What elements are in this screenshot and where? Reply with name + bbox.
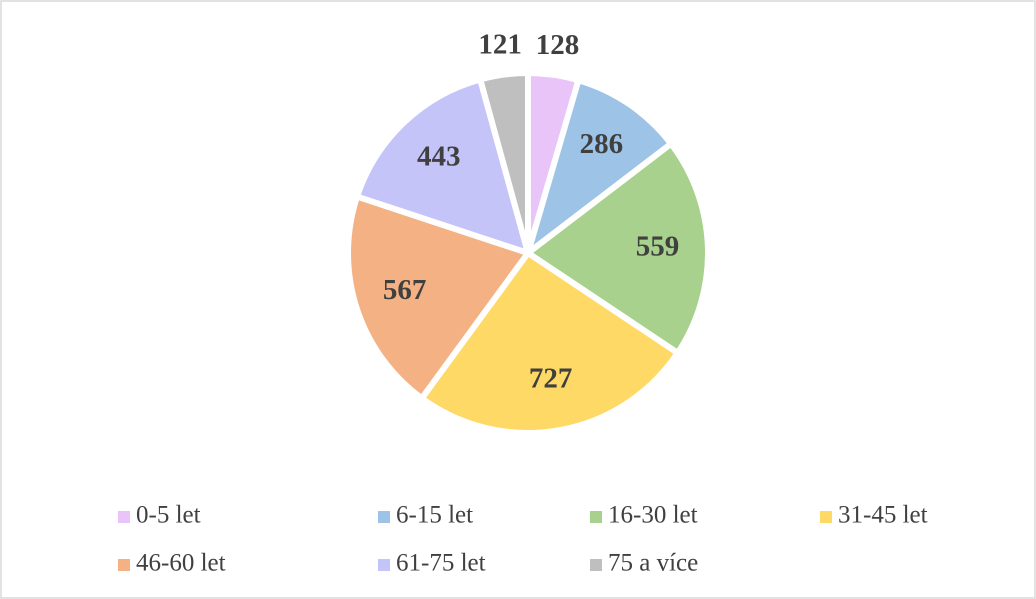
data-label: 121 [478,29,522,61]
data-label: 286 [580,128,624,160]
legend-label: 75 a více [608,550,698,577]
data-label: 567 [383,274,427,306]
pie-slice [522,139,711,358]
legend-label: 0-5 let [136,502,201,529]
legend-label: 6-15 let [396,502,473,529]
legend-label: 31-45 let [838,502,928,529]
pie-slice [353,75,533,258]
legend-swatch [378,559,390,571]
pie-slice [522,76,676,261]
pie-slice [476,69,531,254]
legend-swatch [590,511,602,523]
legend-swatch [378,511,390,523]
legend-swatch [820,511,832,523]
data-label: 727 [529,362,573,394]
data-label: 559 [636,231,680,263]
legend-swatch [590,559,602,571]
legend-label: 16-30 let [608,502,698,529]
data-label: 128 [536,29,580,61]
pie-slice [417,248,682,436]
pie-slice [345,192,533,403]
legend-swatch [118,559,130,571]
legend-label: 61-75 let [396,550,486,577]
data-label: 443 [417,141,461,173]
legend-swatch [118,511,130,523]
legend-label: 46-60 let [136,550,226,577]
